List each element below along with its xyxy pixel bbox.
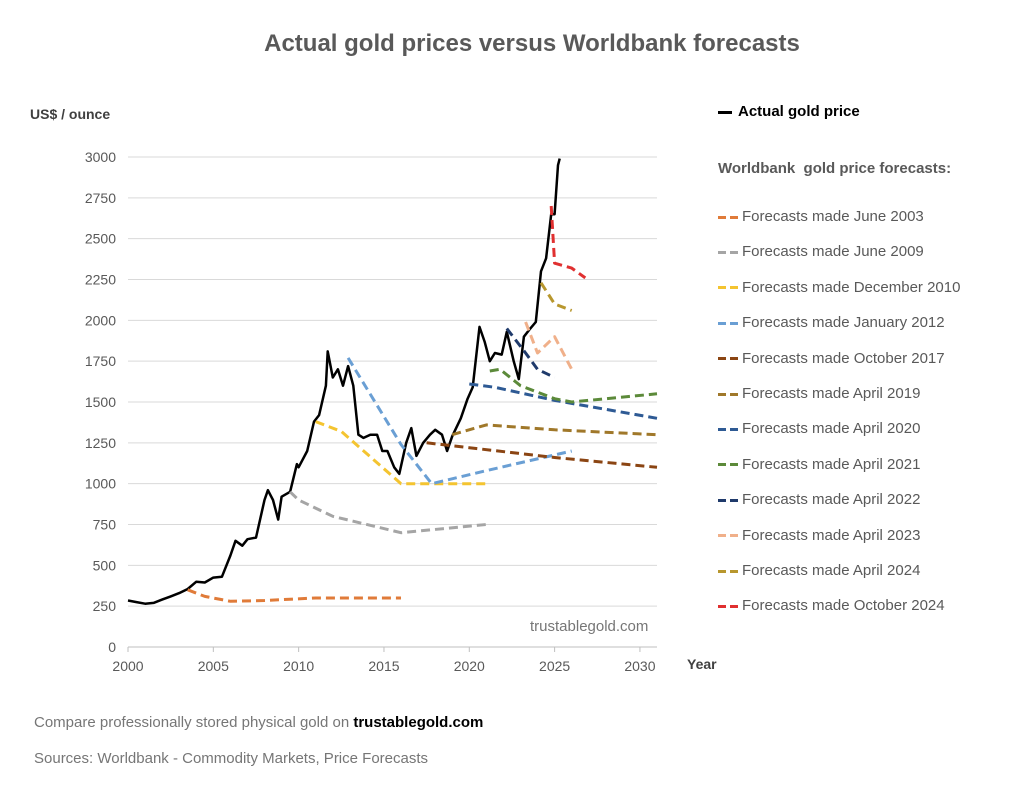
y-tick-label: 1750	[85, 353, 116, 369]
legend-label: Forecasts made December 2010	[742, 278, 961, 296]
chart-title: Actual gold prices versus Worldbank fore…	[264, 30, 800, 57]
legend-item-forecasts-made-october-2024: Forecasts made October 2024	[718, 596, 945, 616]
x-tick-label: 2000	[112, 658, 143, 674]
legend-swatch	[718, 392, 738, 396]
legend-label: Forecasts made June 2003	[742, 208, 924, 225]
legend-item-forecasts-made-april-2019: Forecasts made April 2019	[718, 384, 920, 404]
legend-swatch-actual	[718, 110, 732, 114]
legend-item-actual: Actual gold price	[718, 103, 860, 120]
legend-item-forecasts-made-april-2022: Forecasts made April 2022	[718, 490, 920, 510]
legend-label: Forecasts made January 2012	[742, 314, 945, 332]
x-tick-label: 2010	[283, 658, 314, 674]
y-tick-label: 2750	[85, 190, 116, 206]
legend-swatch	[718, 215, 738, 219]
y-tick-label: 2250	[85, 272, 116, 288]
legend-item-forecasts-made-april-2024: Forecasts made April 2024	[718, 561, 920, 581]
legend-label: Forecasts made October 2017	[742, 349, 945, 367]
y-axis-label: US$ / ounce	[30, 106, 111, 122]
legend-label: Forecasts made April 2020	[742, 420, 921, 438]
legend-label: Forecasts made April 2021	[742, 455, 921, 473]
watermark: trustablegold.com	[530, 618, 649, 635]
series-line-forecasts-made-april-2022	[505, 327, 556, 379]
legend-swatch	[718, 286, 738, 290]
series-line-forecasts-made-april-2019	[451, 423, 658, 437]
legend-label: Forecasts made June 2009	[742, 243, 924, 261]
legend-item-forecasts-made-june-2003: Forecasts made June 2003	[718, 207, 924, 227]
legend-item-forecasts-made-october-2017: Forecasts made October 2017	[718, 349, 945, 369]
x-axis-label: Year	[687, 656, 717, 672]
y-tick-label: 0	[108, 639, 116, 655]
legend-swatch	[718, 357, 738, 361]
series-line-forecasts-made-april-2024	[539, 281, 573, 312]
series-line-forecasts-made-june-2009	[289, 490, 487, 535]
series-line-forecasts-made-june-2003	[187, 588, 401, 603]
legend-heading: Worldbank gold price forecasts:	[718, 160, 952, 177]
series-line-forecasts-made-december-2010	[315, 420, 487, 486]
y-tick-label: 2000	[85, 312, 116, 328]
series-line-forecasts-made-april-2020	[469, 382, 658, 420]
series-line-actual-gold-price	[127, 158, 561, 605]
legend-label: Forecasts made April 2022	[742, 491, 921, 509]
series-line-forecasts-made-october-2024	[549, 205, 587, 280]
series-line-forecasts-made-october-2017	[426, 441, 658, 469]
legend-item-forecasts-made-june-2009: Forecasts made June 2009	[718, 242, 924, 262]
y-tick-label: 1000	[85, 476, 116, 492]
x-tick-label: 2020	[454, 658, 485, 674]
series-line-forecasts-made-april-2021	[489, 367, 658, 404]
y-tick-label: 500	[93, 557, 117, 573]
legend-item-forecasts-made-january-2012: Forecasts made January 2012	[718, 313, 945, 333]
series-line-forecasts-made-april-2023	[524, 321, 574, 370]
y-tick-label: 250	[93, 598, 117, 614]
y-tick-label: 2500	[85, 231, 116, 247]
legend-item-forecasts-made-december-2010: Forecasts made December 2010	[718, 278, 960, 298]
legend-label-actual: Actual gold price	[738, 103, 860, 120]
legend-item-forecasts-made-april-2021: Forecasts made April 2021	[718, 455, 920, 475]
legend-swatch	[718, 250, 738, 254]
y-tick-label: 750	[93, 517, 117, 533]
legend-swatch	[718, 463, 738, 467]
y-tick-label: 1250	[85, 435, 116, 451]
legend-label: Forecasts made April 2019	[742, 385, 921, 402]
footer-sources: Sources: Worldbank - Commodity Markets, …	[34, 750, 429, 767]
y-tick-label: 3000	[85, 149, 116, 165]
legend-label: Forecasts made April 2024	[742, 562, 921, 579]
legend-swatch	[718, 534, 738, 538]
x-tick-label: 2015	[368, 658, 399, 674]
x-tick-label: 2030	[624, 658, 655, 674]
x-tick-label: 2005	[198, 658, 229, 674]
footer-compare: Compare professionally stored physical g…	[34, 714, 483, 731]
footer-link[interactable]: trustablegold.com	[353, 714, 484, 731]
legend-swatch	[718, 498, 738, 502]
legend-swatch	[718, 321, 738, 325]
x-tick-label: 2025	[539, 658, 570, 674]
legend-swatch	[718, 427, 738, 431]
legend-label: Forecasts made October 2024	[742, 597, 945, 615]
legend-swatch	[718, 604, 738, 608]
legend-item-forecasts-made-april-2020: Forecasts made April 2020	[718, 419, 920, 439]
footer-compare-text: Compare professionally stored physical g…	[34, 714, 354, 731]
legend-item-forecasts-made-april-2023: Forecasts made April 2023	[718, 526, 920, 546]
y-tick-label: 1500	[85, 394, 116, 410]
legend-swatch	[718, 569, 738, 573]
legend-label: Forecasts made April 2023	[742, 526, 921, 544]
